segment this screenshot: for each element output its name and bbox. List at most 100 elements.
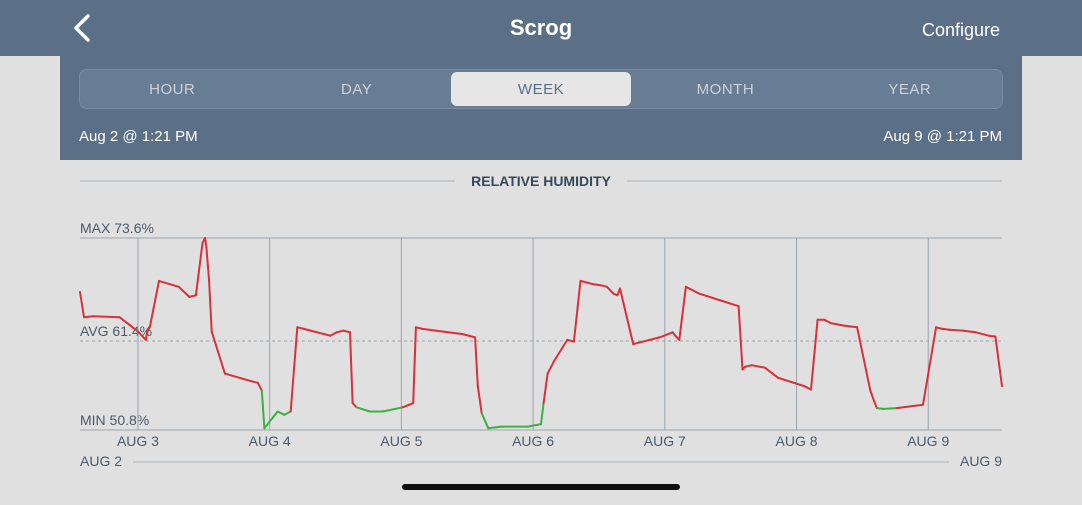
series-segment <box>223 372 253 383</box>
series-segment-low <box>875 407 885 410</box>
avg-label: AVG 61.4% <box>80 323 152 339</box>
series-segment <box>414 326 424 330</box>
configure-button[interactable]: Configure <box>921 19 1000 40</box>
series-segment <box>194 242 204 297</box>
series-segment <box>599 284 608 288</box>
humidity-series <box>79 237 1003 430</box>
humidity-chart: RELATIVE HUMIDITY MAX 73.6% AVG 61.4% MI… <box>79 173 1003 469</box>
series-segment <box>434 329 463 335</box>
series-segment <box>92 315 121 319</box>
series-segment-low <box>276 410 286 416</box>
series-segment <box>296 326 305 330</box>
series-segment <box>177 285 191 298</box>
tab-hour[interactable]: HOUR <box>149 80 196 98</box>
series-segment <box>586 281 595 286</box>
chevron-left-icon <box>74 14 90 42</box>
series-segment-low <box>260 389 266 430</box>
series-segment <box>289 326 299 413</box>
period-segmented-control: HOUR DAY WEEK MONTH YEAR <box>79 69 1003 109</box>
series-segment <box>810 318 819 391</box>
x-tick-label: AUG 4 <box>249 433 291 449</box>
series-segment <box>566 338 575 343</box>
series-segment <box>401 403 411 409</box>
series-segment <box>948 328 964 332</box>
x-tick-label: AUG 8 <box>776 433 818 449</box>
chart-title: RELATIVE HUMIDITY <box>471 173 611 189</box>
series-segment-low <box>381 406 404 413</box>
series-segment <box>476 385 483 415</box>
series-segment-low <box>487 425 503 430</box>
series-segment <box>941 327 951 331</box>
series-segment <box>158 279 180 288</box>
series-segment <box>421 327 437 332</box>
series-segment <box>737 305 744 371</box>
series-segment <box>204 237 208 249</box>
series-segment <box>579 279 589 284</box>
x-start-label: AUG 2 <box>80 453 122 469</box>
series-segment-low <box>480 412 490 430</box>
series-segment <box>895 403 924 410</box>
series-segment <box>542 372 549 405</box>
series-segment <box>329 331 338 337</box>
series-segment <box>342 329 351 334</box>
home-indicator[interactable] <box>402 484 680 490</box>
series-segment <box>118 316 134 329</box>
series-segment <box>869 389 876 403</box>
series-segment <box>83 315 95 319</box>
min-label: MIN 50.8% <box>80 412 149 428</box>
series-segment <box>678 285 687 341</box>
series-segment <box>632 336 661 346</box>
tab-day[interactable]: DAY <box>340 80 373 98</box>
series-segment <box>210 330 226 375</box>
back-button[interactable] <box>62 8 102 48</box>
x-tick-label: AUG 3 <box>117 433 159 449</box>
series-segment <box>763 366 780 379</box>
series-segment <box>205 246 211 282</box>
series-segment <box>724 301 740 308</box>
series-segment <box>546 359 556 375</box>
series-segment <box>474 336 479 388</box>
series-segment <box>309 329 319 334</box>
series-segment <box>744 364 753 368</box>
series-segment <box>961 329 977 334</box>
series-segment <box>461 333 477 339</box>
series-segment <box>790 381 806 388</box>
x-tick-label: AUG 6 <box>512 433 554 449</box>
series-segment-low <box>882 407 898 410</box>
x-tick-label: AUG 7 <box>644 433 686 449</box>
series-segment <box>131 326 139 333</box>
series-segment-low <box>526 423 542 428</box>
series-segment <box>750 364 766 369</box>
series-segment <box>987 334 997 338</box>
series-segment <box>188 294 197 298</box>
series-segment <box>137 330 147 341</box>
tab-month[interactable]: MONTH <box>696 80 755 98</box>
series-segment <box>658 331 674 339</box>
series-segment <box>856 326 872 392</box>
range-start-label: Aug 2 @ 1:21 PM <box>79 128 198 145</box>
day-gridlines <box>137 238 929 430</box>
series-segment <box>144 330 149 341</box>
series-segment-low <box>283 410 292 416</box>
series-segment <box>698 292 727 303</box>
x-tick-label: AUG 9 <box>907 433 949 449</box>
humidity-chart-container: RELATIVE HUMIDITY MAX 73.6% AVG 61.4% MI… <box>0 160 1082 500</box>
series-segment <box>208 279 213 333</box>
series-segment <box>823 318 832 325</box>
series-segment <box>572 279 582 343</box>
series-segment <box>873 400 878 410</box>
series-segment <box>256 381 263 392</box>
series-segment <box>974 331 990 337</box>
page-title: Scrog <box>509 15 573 40</box>
series-segment <box>553 338 569 362</box>
series-segment <box>777 376 793 383</box>
max-label: MAX 73.6% <box>80 220 154 236</box>
tab-year[interactable]: YEAR <box>888 80 932 98</box>
series-segment <box>842 324 859 329</box>
series-segment <box>684 285 701 295</box>
series-segment <box>148 279 160 329</box>
series-segment <box>335 329 345 334</box>
series-segment <box>322 333 332 337</box>
x-axis-labels: AUG 3 AUG 4 AUG 5 AUG 6 AUG 7 AUG 8 AUG 9 <box>117 433 950 449</box>
tab-week[interactable]: WEEK <box>450 72 632 106</box>
